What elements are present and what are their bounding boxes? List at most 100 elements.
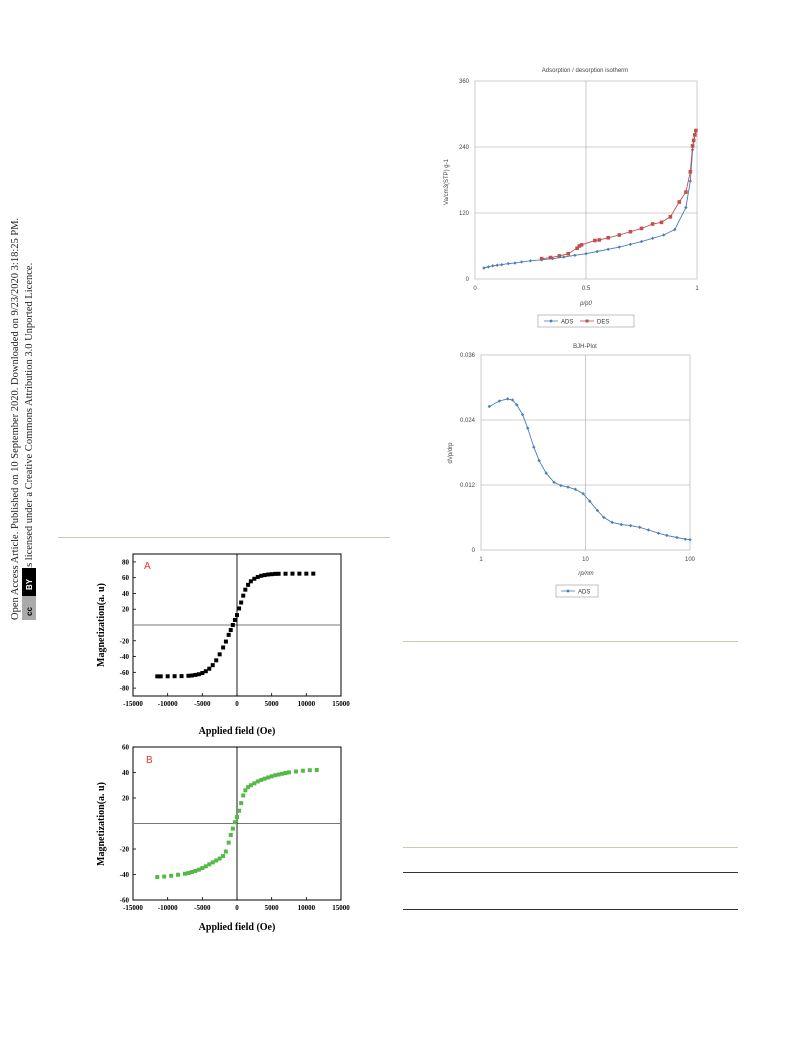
magnetization-point <box>179 674 184 679</box>
xtick-label: 15000 <box>332 700 350 708</box>
magnetization-point <box>165 674 170 679</box>
isotherm-point-des <box>548 255 553 260</box>
isotherm-point-ads <box>584 252 588 256</box>
magnetization-point <box>189 870 194 875</box>
panel-b-ylabel: Magnetization(a. u) <box>96 782 107 866</box>
isotherm-point-des <box>557 254 562 258</box>
magnetization-point <box>203 669 208 674</box>
magnetization-point <box>269 572 274 577</box>
isotherm-point-des <box>575 246 579 250</box>
bjh-legend: ADS <box>555 584 599 598</box>
isotherm-point-ads <box>499 263 504 267</box>
xtick-label: 5000 <box>265 700 280 708</box>
bjh-point <box>552 480 556 484</box>
magnetization-point <box>246 582 251 587</box>
isotherm-point-des <box>617 233 622 237</box>
panel-b-xlabel: Applied field (Oe) <box>199 922 276 933</box>
magnetization-chart-a: 80 60 40 20 -20 -40 -60 -80 -15000 -10000 -5000 0 5… <box>96 553 350 737</box>
bjh-xtick-label: 100 <box>685 557 696 563</box>
isotherm-point-des <box>694 128 698 133</box>
isotherm-point-des <box>650 222 655 226</box>
magnetization-point <box>196 867 201 872</box>
ytick-label: 20 <box>122 606 130 614</box>
magnetization-point <box>223 849 228 854</box>
divider-right-1 <box>403 641 738 642</box>
magnetization-point <box>248 783 253 788</box>
isotherm-ylabel: Va/cm3(STP) g-1 <box>444 158 450 205</box>
isotherm-xtick-label: 0 <box>473 286 477 292</box>
isotherm-ytick-label: 360 <box>459 79 470 85</box>
magnetization-point <box>230 826 235 831</box>
bjh-xlabel: rp/nm <box>578 571 593 577</box>
legend-des-marker <box>585 319 589 323</box>
ytick-label: -20 <box>120 637 130 645</box>
magnetization-point <box>176 872 181 877</box>
isotherm-point-des <box>593 238 597 243</box>
isotherm-point-des <box>692 133 697 137</box>
magnetization-point <box>273 773 278 778</box>
magnetization-point <box>252 781 257 786</box>
isotherm-point-des <box>597 238 602 242</box>
magnetization-point <box>183 871 187 876</box>
bjh-gridlines <box>481 355 690 550</box>
bjh-ytick-label: 0.024 <box>460 418 476 424</box>
ytick-label: -80 <box>120 685 130 693</box>
bjh-series-line <box>489 398 691 541</box>
ytick-label: 60 <box>122 744 130 752</box>
bjh-point <box>566 485 570 489</box>
magnetization-point <box>293 769 298 774</box>
magnetization-point <box>196 672 201 677</box>
legend-ads-label: ADS <box>561 320 573 326</box>
bjh-ytick-label: 0.036 <box>460 353 476 359</box>
xtick-label: 15000 <box>332 904 350 912</box>
ytick-label: -60 <box>120 669 130 677</box>
isotherm-point-des <box>690 144 695 148</box>
panel-a-ylabel: Magnetization(a. u) <box>96 583 107 667</box>
isotherm-point-des <box>577 244 582 248</box>
bjh-ytick-label: 0.012 <box>460 483 476 489</box>
isotherm-point-des <box>677 200 682 204</box>
isotherm-legend: ADS DES <box>537 314 635 328</box>
magnetization-point <box>155 875 160 880</box>
magnetization-point <box>297 571 302 576</box>
divider-left <box>58 537 390 538</box>
magnetization-point <box>169 873 174 878</box>
magnetization-point <box>221 854 226 859</box>
magnetization-point <box>228 628 233 633</box>
magnetization-point <box>193 868 198 873</box>
table-top-rule <box>403 872 738 873</box>
isotherm-ytick-label: 120 <box>459 211 470 217</box>
bjh-title: BJH-Plot <box>573 344 597 350</box>
magnetization-point <box>259 573 264 578</box>
magnetization-point <box>158 674 163 679</box>
bjh-ytick-label: 0 <box>472 548 476 554</box>
magnetization-point <box>239 801 244 806</box>
magnetization-point <box>266 775 271 780</box>
magnetization-point <box>300 768 305 773</box>
magnetization-point <box>252 576 257 581</box>
magnetization-point <box>290 571 295 576</box>
isotherm-point-des <box>639 226 644 231</box>
isotherm-point-ads <box>506 261 510 266</box>
magnetization-point <box>276 772 281 777</box>
magnetization-point <box>162 874 167 879</box>
magnetization-point <box>207 666 212 671</box>
isotherm-point-des <box>659 220 664 225</box>
magnetization-point <box>232 617 237 622</box>
magnetization-point <box>214 658 219 663</box>
isotherm-ytick-label: 0 <box>466 277 470 283</box>
bjh-chart: BJH-Plot 0 0.012 0.024 0.036 1 10 100 dVp/drp… <box>448 344 696 598</box>
xtick-label: 5000 <box>265 904 280 912</box>
isotherm-chart: Adsorption / desorption isotherm 0 120 240… <box>444 68 699 328</box>
isotherm-point-des <box>691 138 696 143</box>
magnetization-point <box>243 788 248 793</box>
bjh-point <box>537 458 541 463</box>
table-bottom-rule <box>403 909 738 910</box>
cc-by-badge[interactable]: cc BY <box>22 568 36 620</box>
isotherm-xtick-label: 0.5 <box>582 286 591 292</box>
ytick-label: -40 <box>120 653 130 661</box>
ytick-label: -60 <box>120 897 130 905</box>
magnetization-point <box>246 785 251 790</box>
isotherm-point-des <box>579 243 584 247</box>
xtick-label: -10000 <box>158 700 178 708</box>
